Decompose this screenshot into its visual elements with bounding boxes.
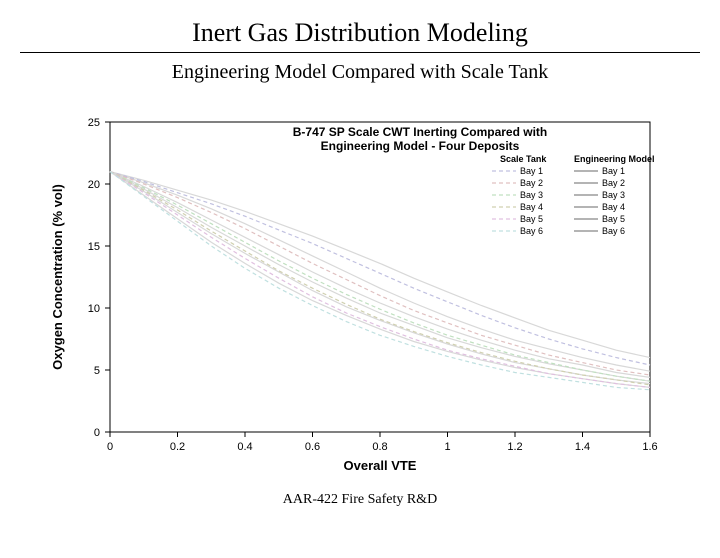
title-rule [20,52,700,53]
legend-label-model: Bay 5 [602,214,625,224]
series-line [110,172,650,390]
x-tick-label: 1.4 [575,441,590,453]
x-tick-label: 0.2 [170,441,185,453]
y-tick-label: 5 [94,365,100,377]
line-chart: 0 0.2 0.4 0.6 0.8 1 1.2 1.4 1.6 0 5 10 15 20 25 Overall… [40,86,680,486]
legend-label-scale: Bay 1 [520,166,543,176]
x-tick-label: 0.4 [237,441,252,453]
legend-label-model: Bay 6 [602,226,625,236]
y-tick-label: 0 [94,427,100,439]
legend-label-model: Bay 2 [602,178,625,188]
legend-label-model: Bay 3 [602,190,625,200]
plot-border [110,122,650,432]
y-tick-label: 20 [88,179,100,191]
x-axis-label: Overall VTE [344,458,417,473]
main-title: Inert Gas Distribution Modeling [0,18,720,48]
legend-header-scale: Scale Tank [500,154,547,164]
y-tick-label: 10 [88,303,100,315]
x-tick-label: 0.6 [305,441,320,453]
legend-label-scale: Bay 5 [520,214,543,224]
x-tick-label: 1.6 [642,441,657,453]
subtitle: Engineering Model Compared with Scale Ta… [0,61,720,84]
legend-label-model: Bay 4 [602,202,625,212]
legend-label-scale: Bay 2 [520,178,543,188]
x-tick-label: 0 [107,441,113,453]
series-line [110,172,650,372]
x-tick-label: 0.8 [372,441,387,453]
legend-label-model: Bay 1 [602,166,625,176]
x-tick-label: 1 [444,441,450,453]
chart-title-line2: Engineering Model - Four Deposits [321,139,520,153]
legend-label-scale: Bay 3 [520,190,543,200]
chart-title-line1: B-747 SP Scale CWT Inerting Compared wit… [293,125,548,139]
chart-container: 0 0.2 0.4 0.6 0.8 1 1.2 1.4 1.6 0 5 10 15 20 25 Overall… [40,86,680,486]
y-tick-label: 15 [88,241,100,253]
y-tick-label: 25 [88,117,100,129]
x-tick-label: 1.2 [507,441,522,453]
legend-label-scale: Bay 6 [520,226,543,236]
series-line [110,172,650,378]
footer-text: AAR-422 Fire Safety R&D [0,492,720,508]
legend-label-scale: Bay 4 [520,202,543,212]
legend-header-model: Engineering Model [574,154,655,164]
y-axis-label: Oxygen Concentration (% vol) [50,184,65,370]
